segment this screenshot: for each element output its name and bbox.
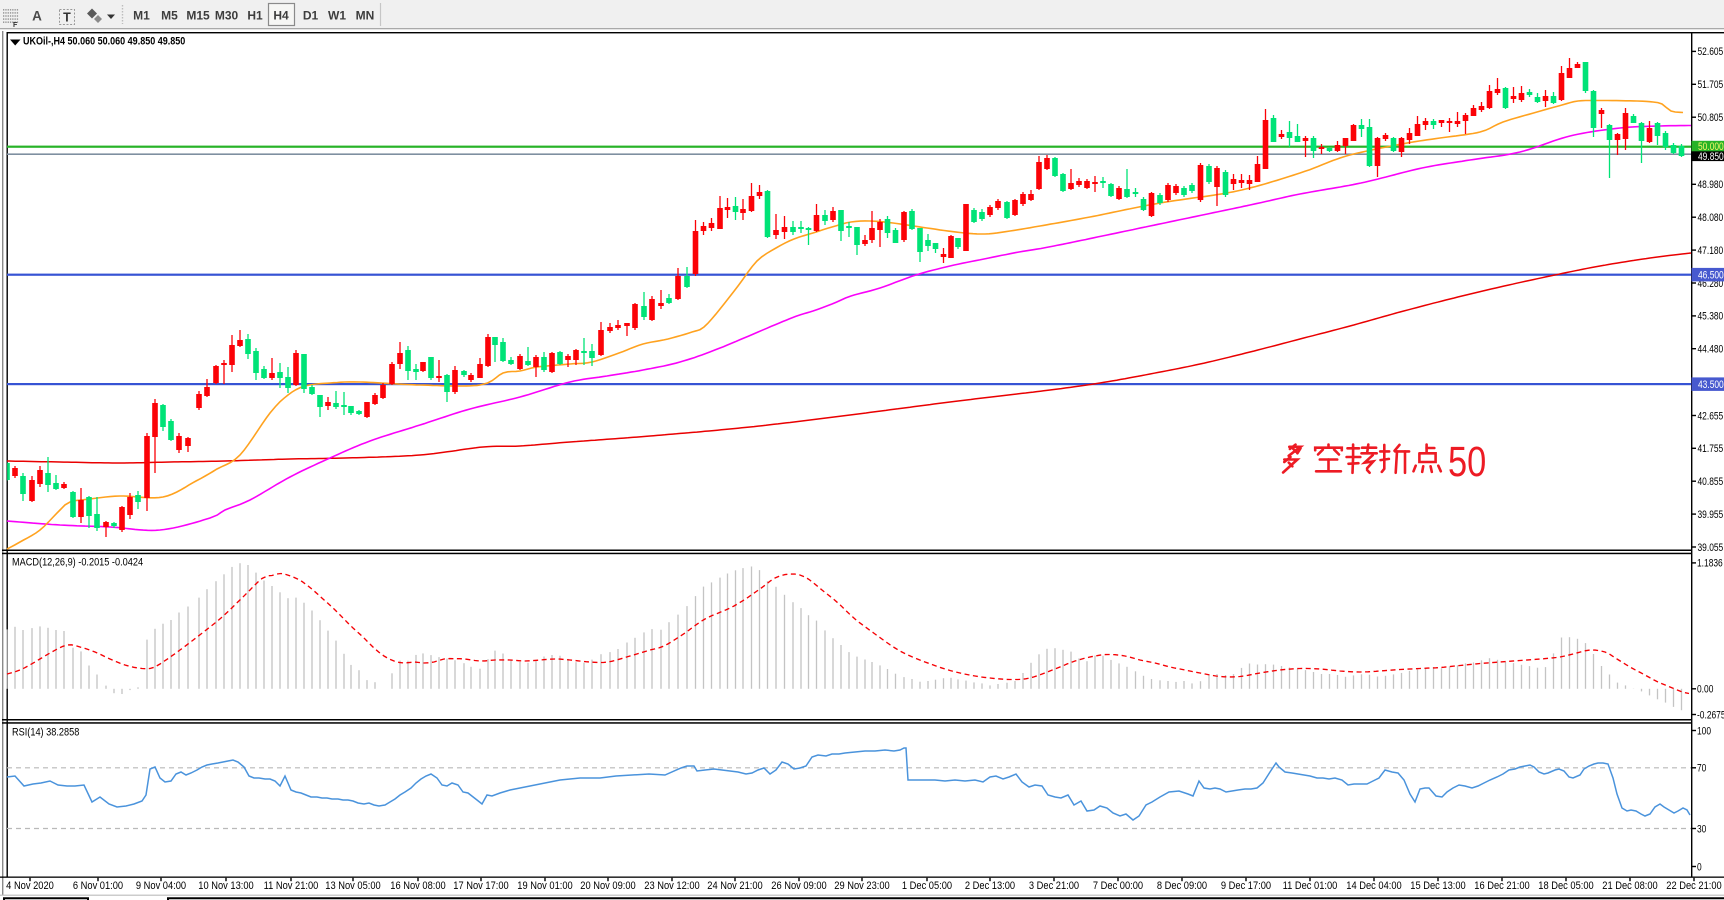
svg-text:20 Nov 09:00: 20 Nov 09:00 xyxy=(580,881,636,893)
svg-text:19 Nov 01:00: 19 Nov 01:00 xyxy=(517,881,573,893)
svg-text:50.000: 50.000 xyxy=(1698,141,1724,153)
svg-text:52.605: 52.605 xyxy=(1698,46,1724,58)
svg-text:11 Dec 01:00: 11 Dec 01:00 xyxy=(1283,881,1338,893)
svg-text:45.380: 45.380 xyxy=(1698,311,1724,323)
svg-text:M30: M30 xyxy=(215,9,239,23)
svg-text:30: 30 xyxy=(1697,823,1706,835)
svg-text:10 Nov 13:00: 10 Nov 13:00 xyxy=(198,881,254,893)
svg-text:21 Dec 08:00: 21 Dec 08:00 xyxy=(1602,881,1658,893)
svg-text:W1: W1 xyxy=(328,9,346,23)
svg-text:26 Nov 09:00: 26 Nov 09:00 xyxy=(771,881,827,893)
svg-text:29 Nov 23:00: 29 Nov 23:00 xyxy=(834,881,890,893)
svg-text:RSI(14) 38.2858: RSI(14) 38.2858 xyxy=(12,727,80,739)
svg-text:9 Dec 17:00: 9 Dec 17:00 xyxy=(1221,881,1272,893)
svg-text:46.500: 46.500 xyxy=(1698,270,1724,282)
svg-text:UKOil-,H4 50.060 50.060 49.85: UKOil-,H4 50.060 50.060 49.850 49.850 xyxy=(23,36,186,48)
svg-text:40.855: 40.855 xyxy=(1698,476,1724,488)
svg-text:100: 100 xyxy=(1697,725,1711,737)
svg-text:T: T xyxy=(63,11,71,25)
svg-text:49.850: 49.850 xyxy=(1698,151,1724,163)
svg-text:24 Nov 21:00: 24 Nov 21:00 xyxy=(707,881,763,893)
svg-text:51.705: 51.705 xyxy=(1698,79,1724,91)
svg-text:39.055: 39.055 xyxy=(1698,542,1724,554)
svg-text:18 Dec 05:00: 18 Dec 05:00 xyxy=(1538,881,1594,893)
svg-text:3 Dec 21:00: 3 Dec 21:00 xyxy=(1029,881,1080,893)
svg-text:-0.2675: -0.2675 xyxy=(1697,709,1724,721)
svg-text:39.955: 39.955 xyxy=(1698,509,1724,521)
svg-text:16 Nov 08:00: 16 Nov 08:00 xyxy=(390,881,446,893)
svg-text:M5: M5 xyxy=(161,9,178,23)
svg-text:44.480: 44.480 xyxy=(1698,344,1724,356)
svg-text:43.500: 43.500 xyxy=(1698,379,1724,391)
svg-text:70: 70 xyxy=(1697,763,1706,775)
svg-text:9 Nov 04:00: 9 Nov 04:00 xyxy=(136,881,187,893)
svg-text:8 Dec 09:00: 8 Dec 09:00 xyxy=(1157,881,1208,893)
svg-text:A: A xyxy=(32,9,42,24)
svg-text:D1: D1 xyxy=(303,9,319,23)
svg-text:42.655: 42.655 xyxy=(1698,410,1724,422)
svg-text:48.980: 48.980 xyxy=(1698,179,1724,191)
svg-text:50.805: 50.805 xyxy=(1698,112,1724,124)
svg-text:14 Dec 04:00: 14 Dec 04:00 xyxy=(1346,881,1402,893)
svg-text:48.080: 48.080 xyxy=(1698,212,1724,224)
svg-text:22 Dec 21:00: 22 Dec 21:00 xyxy=(1666,881,1722,893)
svg-text:23 Nov 12:00: 23 Nov 12:00 xyxy=(644,881,700,893)
svg-text:50: 50 xyxy=(1448,438,1486,485)
svg-text:6 Nov 01:00: 6 Nov 01:00 xyxy=(73,881,124,893)
svg-text:11 Nov 21:00: 11 Nov 21:00 xyxy=(264,881,319,893)
svg-text:17 Nov 17:00: 17 Nov 17:00 xyxy=(453,881,509,893)
svg-text:41.755: 41.755 xyxy=(1698,443,1724,455)
svg-text:1 Dec 05:00: 1 Dec 05:00 xyxy=(902,881,953,893)
svg-text:47.180: 47.180 xyxy=(1698,245,1724,257)
svg-text:0: 0 xyxy=(1697,861,1702,873)
svg-text:13 Nov 05:00: 13 Nov 05:00 xyxy=(325,881,381,893)
svg-text:M1: M1 xyxy=(133,9,150,23)
svg-text:H4: H4 xyxy=(273,9,289,23)
svg-text:M15: M15 xyxy=(186,9,210,23)
svg-text:7 Dec 00:00: 7 Dec 00:00 xyxy=(1093,881,1144,893)
svg-text:0.00: 0.00 xyxy=(1697,684,1713,696)
svg-text:16 Dec 21:00: 16 Dec 21:00 xyxy=(1474,881,1530,893)
svg-text:H1: H1 xyxy=(247,9,263,23)
svg-text:MN: MN xyxy=(356,9,375,23)
svg-text:F: F xyxy=(13,22,18,29)
svg-text:15 Dec 13:00: 15 Dec 13:00 xyxy=(1410,881,1466,893)
svg-text:1.1836: 1.1836 xyxy=(1697,558,1723,570)
svg-text:4 Nov 2020: 4 Nov 2020 xyxy=(6,881,54,893)
svg-text:2 Dec 13:00: 2 Dec 13:00 xyxy=(965,881,1016,893)
svg-text:MACD(12,26,9) -0.2015 -0.0424: MACD(12,26,9) -0.2015 -0.0424 xyxy=(12,557,143,569)
